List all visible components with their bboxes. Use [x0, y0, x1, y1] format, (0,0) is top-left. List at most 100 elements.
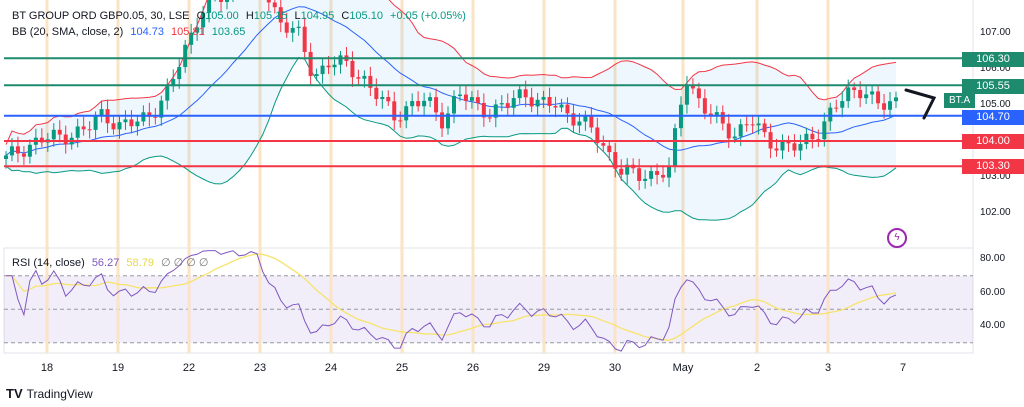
candle-body — [4, 155, 8, 159]
tv-logo-icon: TV — [6, 386, 23, 401]
candle-body — [840, 101, 845, 108]
date-tick: 19 — [111, 362, 125, 374]
lightning-icon[interactable]: ϟ — [887, 228, 907, 248]
candle-body — [15, 146, 20, 154]
date-tick: 23 — [253, 362, 267, 374]
candle-body — [183, 44, 188, 68]
candle-body — [75, 126, 80, 138]
candle-body — [177, 67, 182, 80]
candle-body — [750, 124, 755, 126]
candle-body — [870, 91, 875, 95]
date-tick: May — [672, 362, 694, 374]
candle-body — [637, 168, 642, 181]
candle-body — [780, 141, 785, 151]
candle-body — [601, 143, 606, 146]
candle-body — [266, 0, 271, 3]
bb-label: BB (20, SMA, close, 2) — [12, 26, 124, 38]
low-value: 104.95 — [300, 10, 335, 22]
candle-body — [672, 128, 677, 166]
candle-body — [159, 100, 164, 118]
candle-body — [834, 107, 839, 109]
candle-body — [714, 112, 719, 115]
candle-body — [619, 168, 624, 175]
date-tick: 24 — [324, 362, 338, 374]
rsi-value: 56.27 — [91, 257, 120, 269]
brand-name: TradingView — [26, 386, 93, 401]
candle-body — [547, 96, 552, 106]
candle-body — [195, 27, 200, 33]
high-label: H — [245, 10, 254, 22]
candle-body — [63, 134, 68, 145]
candle-body — [607, 145, 612, 153]
candle-body — [667, 165, 672, 178]
candle-body — [565, 104, 570, 114]
candle-body — [93, 116, 98, 130]
candle-body — [362, 75, 367, 79]
tradingview-logo[interactable]: TV TradingView — [6, 386, 93, 401]
candle-body — [643, 178, 648, 181]
candle-body — [380, 97, 385, 100]
rsi-ma-value: 58.79 — [126, 257, 154, 269]
candle-body — [320, 65, 325, 75]
candle-body — [207, 0, 212, 13]
date-tick: 26 — [466, 362, 480, 374]
candle-body — [487, 117, 492, 119]
level-tag-104-70: 104.70 — [962, 110, 1024, 125]
level-tag-105-55: 105.55 — [962, 79, 1024, 94]
candle-body — [774, 148, 779, 151]
symbol-title: BT GROUP ORD GBP0.05, 30, LSE — [12, 10, 190, 22]
candle-body — [87, 129, 92, 131]
open-label: O — [196, 10, 206, 22]
candle-body — [732, 136, 737, 139]
candle-body — [571, 113, 576, 126]
candle-body — [219, 0, 224, 2]
date-tick: 7 — [899, 362, 907, 374]
candle-body — [374, 87, 379, 100]
candle-body — [858, 90, 863, 99]
candle-body — [535, 99, 540, 107]
candle-body — [661, 174, 666, 178]
date-tick: 18 — [40, 362, 54, 374]
candle-body — [440, 112, 445, 129]
candle-body — [505, 103, 510, 108]
candle-body — [165, 86, 170, 101]
candle-body — [828, 107, 833, 122]
bb-upper: 105.81 — [171, 26, 205, 38]
candle-body — [57, 129, 62, 135]
candle-body — [876, 91, 881, 104]
candle-body — [529, 97, 534, 107]
candle-body — [481, 103, 486, 118]
candle-body — [583, 115, 588, 122]
rsi-extras: ∅ ∅ ∅ ∅ — [161, 257, 209, 269]
candle-body — [786, 141, 791, 144]
rsi-label: RSI (14, close) — [12, 257, 85, 269]
candle-body — [589, 115, 594, 128]
rsi-tick: 80.00 — [980, 253, 1006, 264]
date-tick: 22 — [182, 362, 196, 374]
candle-body — [499, 103, 504, 105]
candle-body — [846, 87, 851, 102]
level-tag-104-00: 104.00 — [962, 134, 1024, 149]
date-tick: 2 — [753, 362, 761, 374]
candle-body — [141, 112, 146, 122]
rsi-line — [6, 250, 897, 352]
bb-legend[interactable]: BB (20, SMA, close, 2) 104.73 105.81 103… — [12, 26, 249, 38]
close-value: 105.10 — [349, 10, 383, 22]
candle-body — [332, 64, 337, 68]
candle-body — [129, 119, 134, 127]
candle-body — [368, 75, 373, 88]
candle-body — [756, 123, 761, 126]
candle-body — [523, 89, 528, 98]
high-value: 105.15 — [253, 10, 288, 22]
rsi-legend[interactable]: RSI (14, close) 56.27 58.79 ∅ ∅ ∅ ∅ — [12, 256, 213, 269]
candle-body — [416, 100, 421, 107]
candle-body — [201, 12, 206, 28]
candle-body — [123, 119, 128, 123]
candle-body — [225, 0, 230, 2]
candle-body — [684, 85, 689, 105]
candle-body — [350, 60, 355, 78]
candle-body — [135, 121, 140, 127]
rsi-tick: 60.00 — [980, 287, 1006, 298]
